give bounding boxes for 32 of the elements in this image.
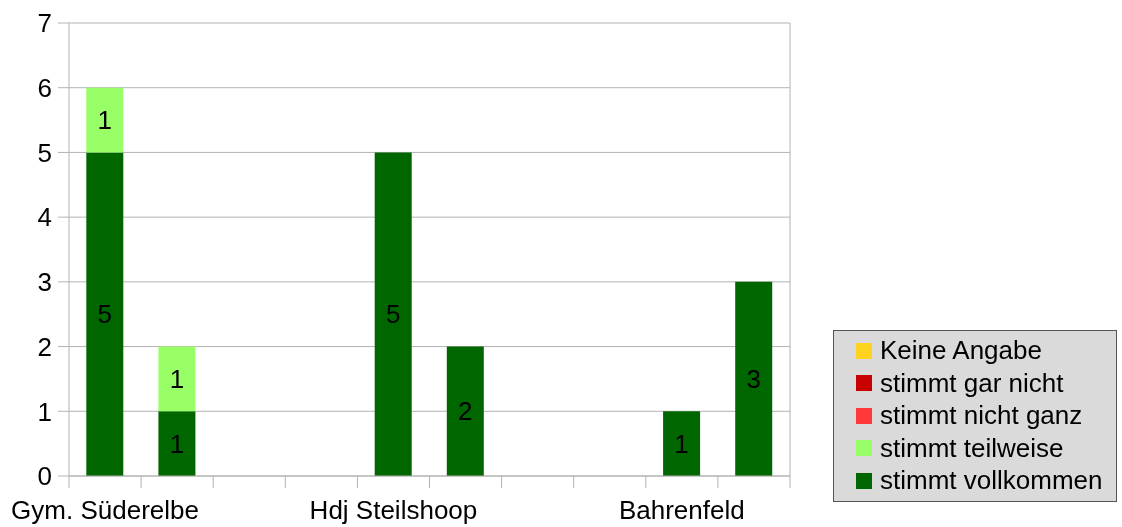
data-label: 1: [97, 105, 113, 136]
y-tick-label: 0: [37, 461, 52, 492]
y-tick-label: 3: [37, 267, 52, 298]
y-tick-label: 4: [37, 202, 52, 233]
data-label: 5: [385, 299, 401, 330]
legend-label: stimmt teilweise: [880, 432, 1064, 464]
data-label: 1: [674, 428, 689, 459]
legend-label: stimmt vollkommen: [880, 465, 1103, 497]
y-tick-label: 5: [37, 137, 52, 168]
bar: [446, 346, 484, 476]
legend-label: stimmt gar nicht: [880, 367, 1064, 399]
y-tick-label: 1: [37, 396, 52, 427]
bar: [663, 411, 701, 476]
data-label: 3: [746, 363, 761, 394]
y-tick-label: 7: [37, 8, 52, 39]
x-tick-label: Hdj Steilshoop: [309, 495, 478, 525]
y-tick-label: 2: [37, 331, 52, 362]
bar: [374, 152, 412, 476]
y-tick-label: 6: [37, 72, 52, 103]
bar: [158, 346, 196, 412]
legend-label: Keine Angabe: [880, 335, 1042, 367]
legend-label: stimmt nicht ganz: [880, 400, 1083, 432]
data-label: 5: [97, 299, 113, 330]
x-tick-label: Bahrenfeld: [618, 495, 745, 525]
data-label: 1: [169, 363, 185, 394]
data-label: 2: [458, 396, 473, 427]
bar: [158, 411, 196, 476]
bar: [86, 87, 124, 153]
bar: [86, 152, 124, 476]
x-tick-label: Gym. Süderelbe: [11, 495, 199, 525]
bar: [735, 281, 773, 476]
data-label: 1: [169, 428, 185, 459]
